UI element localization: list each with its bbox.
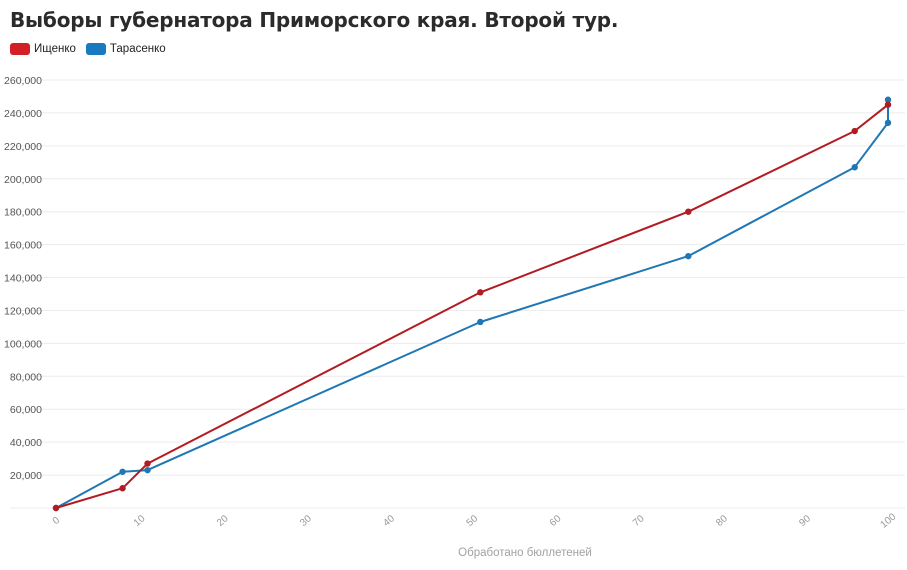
x-tick-label: 30 xyxy=(298,513,314,529)
y-tick-label: 40,000 xyxy=(10,437,42,449)
data-point-tarasenko[interactable] xyxy=(119,468,126,475)
y-axis: 20,000 40,000 60,000 80,000 100,000 120,000 14… xyxy=(4,75,42,482)
data-point-ishchenko[interactable] xyxy=(119,485,126,492)
y-tick-label: 80,000 xyxy=(10,371,42,383)
x-tick-label: 80 xyxy=(714,513,730,529)
y-tick-label: 180,000 xyxy=(4,207,42,219)
y-tick-label: 120,000 xyxy=(4,305,42,317)
y-tick-label: 200,000 xyxy=(4,174,42,186)
data-point-ishchenko[interactable] xyxy=(477,289,484,296)
series-ishchenko xyxy=(52,101,892,512)
legend: Ищенко Тарасенко xyxy=(10,43,166,55)
series-line-ishchenko xyxy=(55,103,889,509)
grid xyxy=(10,79,905,509)
plot-area xyxy=(52,96,892,512)
x-tick-label: 0 xyxy=(51,515,63,527)
data-point-ishchenko[interactable] xyxy=(851,127,858,135)
legend-swatch-tarasenko xyxy=(85,43,106,55)
x-tick-label: 70 xyxy=(631,513,647,529)
y-tick-label: 20,000 xyxy=(10,470,42,482)
x-tick-label: 60 xyxy=(548,513,564,529)
y-tick-label: 220,000 xyxy=(4,141,42,153)
series-line-tarasenko xyxy=(55,99,889,509)
data-point-ishchenko[interactable] xyxy=(52,504,60,512)
y-tick-label: 140,000 xyxy=(4,273,42,285)
data-point-tarasenko[interactable] xyxy=(685,252,692,260)
series-tarasenko xyxy=(52,96,892,512)
data-point-ishchenko[interactable] xyxy=(884,101,892,108)
x-tick-label: 20 xyxy=(215,513,231,529)
data-point-ishchenko[interactable] xyxy=(144,460,151,467)
x-tick-label: 90 xyxy=(797,513,813,529)
data-point-tarasenko[interactable] xyxy=(884,119,892,127)
x-tick-label: 10 xyxy=(132,513,148,529)
y-tick-label: 100,000 xyxy=(4,338,42,350)
legend-swatch-ishchenko xyxy=(10,43,30,55)
data-point-tarasenko[interactable] xyxy=(851,164,858,171)
data-point-tarasenko[interactable] xyxy=(477,318,484,326)
data-point-ishchenko[interactable] xyxy=(685,208,692,215)
x-axis-title: Обработано бюллетеней xyxy=(458,547,592,559)
chart-title: Выборы губернатора Приморского края. Вто… xyxy=(10,8,619,32)
y-tick-label: 160,000 xyxy=(4,240,42,252)
legend-label-ishchenko: Ищенко xyxy=(34,43,76,55)
y-tick-label: 60,000 xyxy=(10,404,42,416)
legend-item-tarasenko[interactable]: Тарасенко xyxy=(85,43,166,55)
data-point-tarasenko[interactable] xyxy=(884,96,892,103)
x-tick-label: 100 xyxy=(878,511,898,530)
x-tick-label: 50 xyxy=(465,513,481,529)
data-point-tarasenko[interactable] xyxy=(144,466,151,474)
legend-label-tarasenko: Тарасенко xyxy=(109,43,166,55)
legend-item-ishchenko[interactable]: Ищенко xyxy=(10,43,76,55)
x-axis: 0 10 20 30 40 50 60 70 80 90 100 xyxy=(51,511,899,530)
y-tick-label: 260,000 xyxy=(4,75,42,87)
y-tick-label: 240,000 xyxy=(4,108,42,120)
x-tick-label: 40 xyxy=(381,513,397,529)
